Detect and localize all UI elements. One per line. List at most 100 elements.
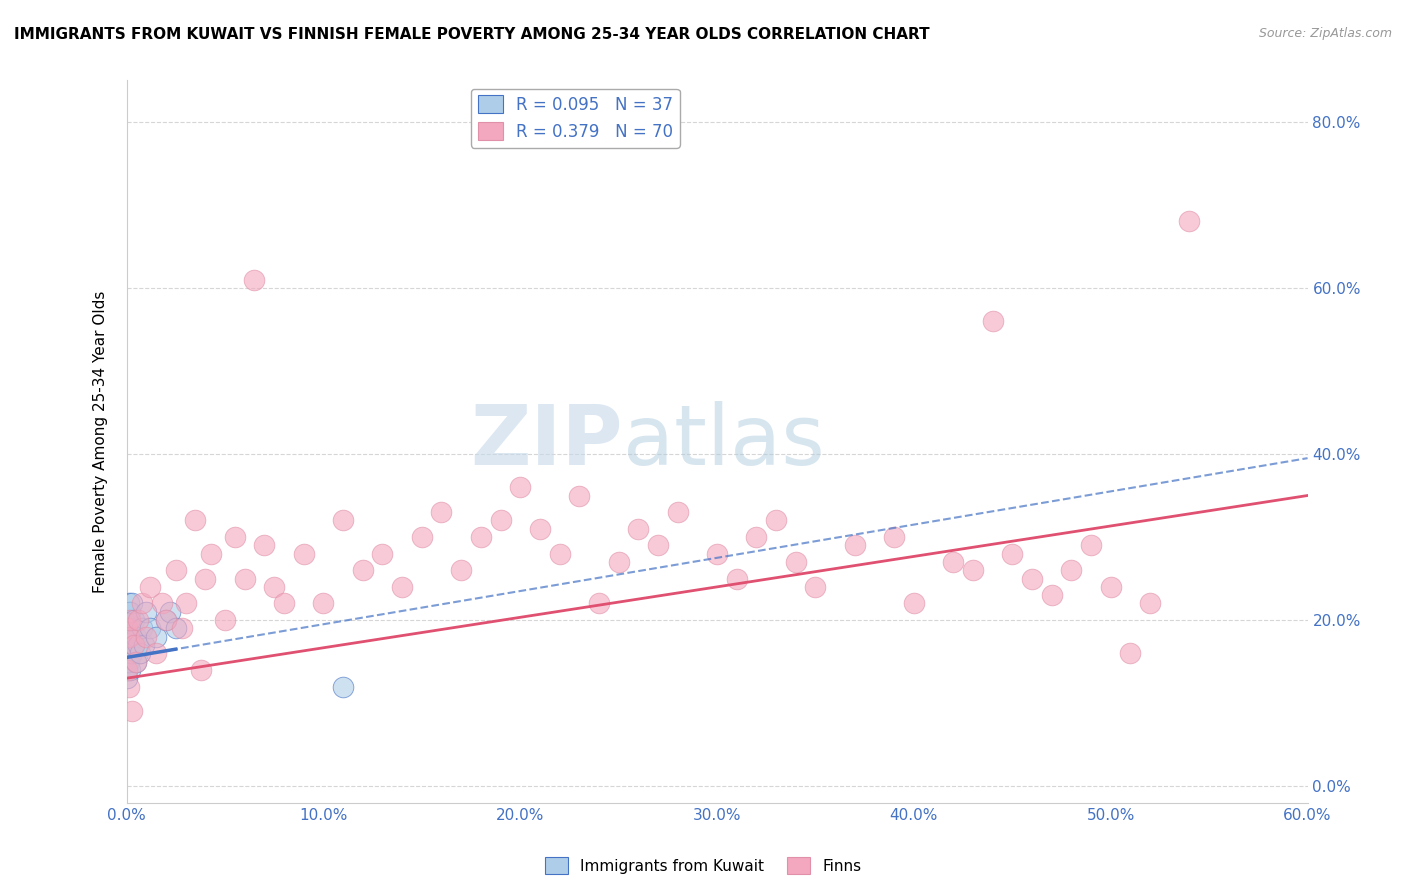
Point [121,597,143,611]
Point [117,680,139,694]
Point [1119,646,1142,660]
Point [120,621,142,635]
Point [121,646,143,660]
Point [273,597,295,611]
Point [214,613,236,627]
Point [124,638,146,652]
Point [332,513,354,527]
Legend: Immigrants from Kuwait, Finns: Immigrants from Kuwait, Finns [538,851,868,880]
Point [131,597,153,611]
Point [745,530,768,544]
Point [115,646,138,660]
Point [292,547,315,561]
Point [117,638,139,652]
Point [844,538,866,552]
Point [666,505,689,519]
Point [568,489,591,503]
Point [1080,538,1102,552]
Point [121,630,143,644]
Point [627,522,650,536]
Point [1099,580,1122,594]
Point [139,580,162,594]
Point [352,563,374,577]
Point [135,630,157,644]
Point [115,663,138,677]
Point [190,663,212,677]
Point [135,605,157,619]
Point [139,621,162,635]
Point [785,555,807,569]
Point [194,572,217,586]
Point [115,613,138,627]
Point [115,663,138,677]
Point [588,597,610,611]
Point [124,638,146,652]
Point [647,538,669,552]
Legend: R = 0.095   N = 37, R = 0.379   N = 70: R = 0.095 N = 37, R = 0.379 N = 70 [471,88,679,147]
Point [115,621,138,635]
Point [903,597,925,611]
Point [165,563,187,577]
Point [1139,597,1161,611]
Point [117,597,139,611]
Point [263,580,285,594]
Point [115,671,138,685]
Point [450,563,472,577]
Point [509,480,531,494]
Point [529,522,551,536]
Point [115,638,138,652]
Point [115,621,138,635]
Point [131,621,153,635]
Point [371,547,394,561]
Point [200,547,222,561]
Point [1060,563,1083,577]
Point [127,638,149,652]
Point [159,605,181,619]
Point [115,655,138,669]
Point [155,613,177,627]
Point [117,630,139,644]
Point [224,530,246,544]
Point [120,630,142,644]
Point [883,530,905,544]
Point [430,505,453,519]
Point [121,705,143,719]
Point [1021,572,1043,586]
Point [150,597,173,611]
Point [765,513,787,527]
Point [1040,588,1063,602]
Point [117,655,139,669]
Point [607,555,630,569]
Point [233,572,256,586]
Point [120,613,142,627]
Text: Source: ZipAtlas.com: Source: ZipAtlas.com [1258,27,1392,40]
Point [470,530,492,544]
Point [548,547,571,561]
Point [170,621,193,635]
Text: ZIP: ZIP [470,401,623,482]
Point [120,663,142,677]
Point [124,613,146,627]
Point [411,530,433,544]
Point [391,580,413,594]
Point [165,621,187,635]
Y-axis label: Female Poverty Among 25-34 Year Olds: Female Poverty Among 25-34 Year Olds [93,291,108,592]
Point [125,655,148,669]
Point [804,580,827,594]
Point [962,563,984,577]
Point [243,272,266,286]
Point [184,513,207,527]
Point [981,314,1004,328]
Point [120,646,142,660]
Point [134,638,156,652]
Point [145,646,167,660]
Point [127,613,149,627]
Point [332,680,354,694]
Point [120,605,142,619]
Text: IMMIGRANTS FROM KUWAIT VS FINNISH FEMALE POVERTY AMONG 25-34 YEAR OLDS CORRELATI: IMMIGRANTS FROM KUWAIT VS FINNISH FEMALE… [14,27,929,42]
Point [253,538,276,552]
Point [125,630,148,644]
Point [725,572,748,586]
Point [1001,547,1024,561]
Point [145,630,167,644]
